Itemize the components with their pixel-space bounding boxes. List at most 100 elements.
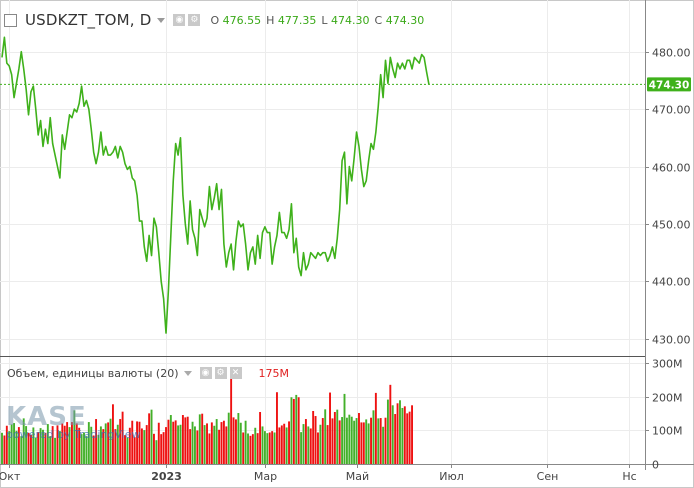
- price-tick-label: 440.00: [652, 276, 691, 289]
- volume-bar: [297, 397, 300, 464]
- eye-icon[interactable]: ◉: [173, 14, 186, 26]
- volume-bar: [172, 421, 175, 464]
- volume-tick-label: 200M: [652, 392, 683, 405]
- volume-bar: [51, 426, 54, 464]
- volume-bar: [333, 412, 336, 464]
- volume-bar: [362, 422, 365, 464]
- volume-bar: [331, 418, 334, 464]
- chevron-down-icon[interactable]: [183, 370, 192, 376]
- volume-bar: [358, 413, 360, 464]
- volume-bar: [181, 415, 184, 464]
- volume-bar: [196, 430, 199, 464]
- volume-bar: [131, 420, 134, 464]
- eye-icon[interactable]: ◉: [199, 367, 212, 379]
- price-tick-label: 480.00: [652, 47, 691, 60]
- volume-bar: [145, 425, 148, 464]
- volume-bar: [343, 393, 346, 464]
- volume-bar: [109, 418, 112, 464]
- volume-bar: [32, 427, 35, 464]
- settings-icon[interactable]: ⚙: [214, 367, 227, 379]
- time-axis[interactable]: Окт 2023 Мар Май Июл Сен Нс: [0, 464, 637, 483]
- volume-bar: [249, 435, 252, 464]
- volume-bar: [90, 426, 93, 464]
- time-tick-label: Мар: [254, 470, 277, 483]
- horizontal-gridlines: [0, 52, 645, 340]
- volume-bar: [355, 418, 358, 464]
- volume-bar: [230, 367, 233, 464]
- volume-bar: [295, 394, 298, 464]
- volume-bar: [210, 422, 213, 464]
- high-value: H 477.35: [266, 13, 317, 27]
- volume-bar: [128, 427, 131, 464]
- chevron-down-icon[interactable]: [157, 17, 166, 23]
- volume-tick-label: 100M: [652, 425, 683, 438]
- volume-bar: [1, 432, 3, 464]
- volume-bar: [165, 427, 167, 464]
- volume-bar: [235, 419, 237, 464]
- volume-bar: [92, 435, 95, 464]
- volume-bar: [121, 411, 124, 464]
- price-tick-label: 470.00: [652, 104, 691, 117]
- volume-bar: [218, 429, 221, 464]
- volume-bar: [312, 411, 315, 464]
- volume-bar: [324, 409, 327, 464]
- volume-bar: [285, 427, 288, 464]
- volume-bar: [336, 409, 339, 464]
- close-value: C 474.30: [374, 13, 425, 27]
- time-tick-label: Сен: [537, 470, 559, 483]
- settings-icon[interactable]: ⚙: [188, 14, 201, 26]
- volume-bar: [116, 424, 119, 464]
- volume-bar: [58, 431, 61, 464]
- volume-bar: [66, 422, 69, 464]
- volume-bar: [350, 416, 353, 464]
- volume-bar: [239, 422, 242, 464]
- volume-bar: [194, 426, 196, 464]
- legend-header: USDKZT_TOM, D ◉ ⚙ O 476.55 H 477.35 L 47…: [0, 8, 429, 32]
- volume-bar: [157, 422, 160, 464]
- volume-bar: [140, 428, 143, 464]
- volume-bar: [5, 425, 8, 464]
- volume-bar: [114, 429, 117, 464]
- last-price-label: 474.30: [647, 77, 691, 92]
- volume-bar: [63, 425, 66, 464]
- time-tick-label: Окт: [0, 470, 21, 483]
- volume-bar: [259, 412, 262, 464]
- volume-bar: [302, 424, 305, 464]
- volume-bar: [288, 421, 290, 464]
- volume-bar: [213, 425, 216, 464]
- volume-bar: [384, 417, 387, 464]
- volume-tick-label: 0: [652, 459, 659, 472]
- volume-bar: [222, 420, 225, 464]
- volume-bar: [68, 427, 71, 464]
- volume-bar: [126, 437, 129, 464]
- volume-bar: [179, 424, 182, 464]
- volume-axis[interactable]: 0 100M 200M 300M: [645, 358, 683, 472]
- volume-bar: [138, 421, 141, 464]
- last-price-badge: [647, 77, 691, 92]
- price-axis[interactable]: 430.00 440.00 450.00 460.00 470.00 480.00: [645, 47, 691, 347]
- volume-bar: [136, 421, 139, 464]
- volume-bar: [8, 431, 11, 464]
- volume-bar: [309, 428, 312, 464]
- volume-bar: [244, 420, 247, 464]
- volume-bar: [273, 432, 276, 464]
- volume-title[interactable]: Объем, единицы валюты (20): [7, 366, 179, 380]
- volume-bar: [314, 416, 317, 464]
- volume-bar: [304, 419, 307, 464]
- open-value: O 476.55: [210, 13, 262, 27]
- volume-bar: [208, 433, 211, 464]
- time-tick-label: 2023: [151, 470, 182, 483]
- volume-bar: [300, 432, 303, 464]
- volume-bar: [278, 427, 281, 464]
- volume-bar: [353, 420, 356, 464]
- volume-bar: [97, 434, 100, 464]
- volume-bar: [162, 432, 165, 464]
- volume-bar: [283, 423, 286, 464]
- volume-bar: [268, 432, 271, 464]
- close-icon[interactable]: ✕: [229, 367, 242, 379]
- symbol-name[interactable]: USDKZT_TOM, D: [25, 11, 152, 29]
- volume-bar: [42, 429, 44, 464]
- collapse-toggle-button[interactable]: [4, 13, 17, 27]
- vertical-gridlines: [9, 0, 630, 464]
